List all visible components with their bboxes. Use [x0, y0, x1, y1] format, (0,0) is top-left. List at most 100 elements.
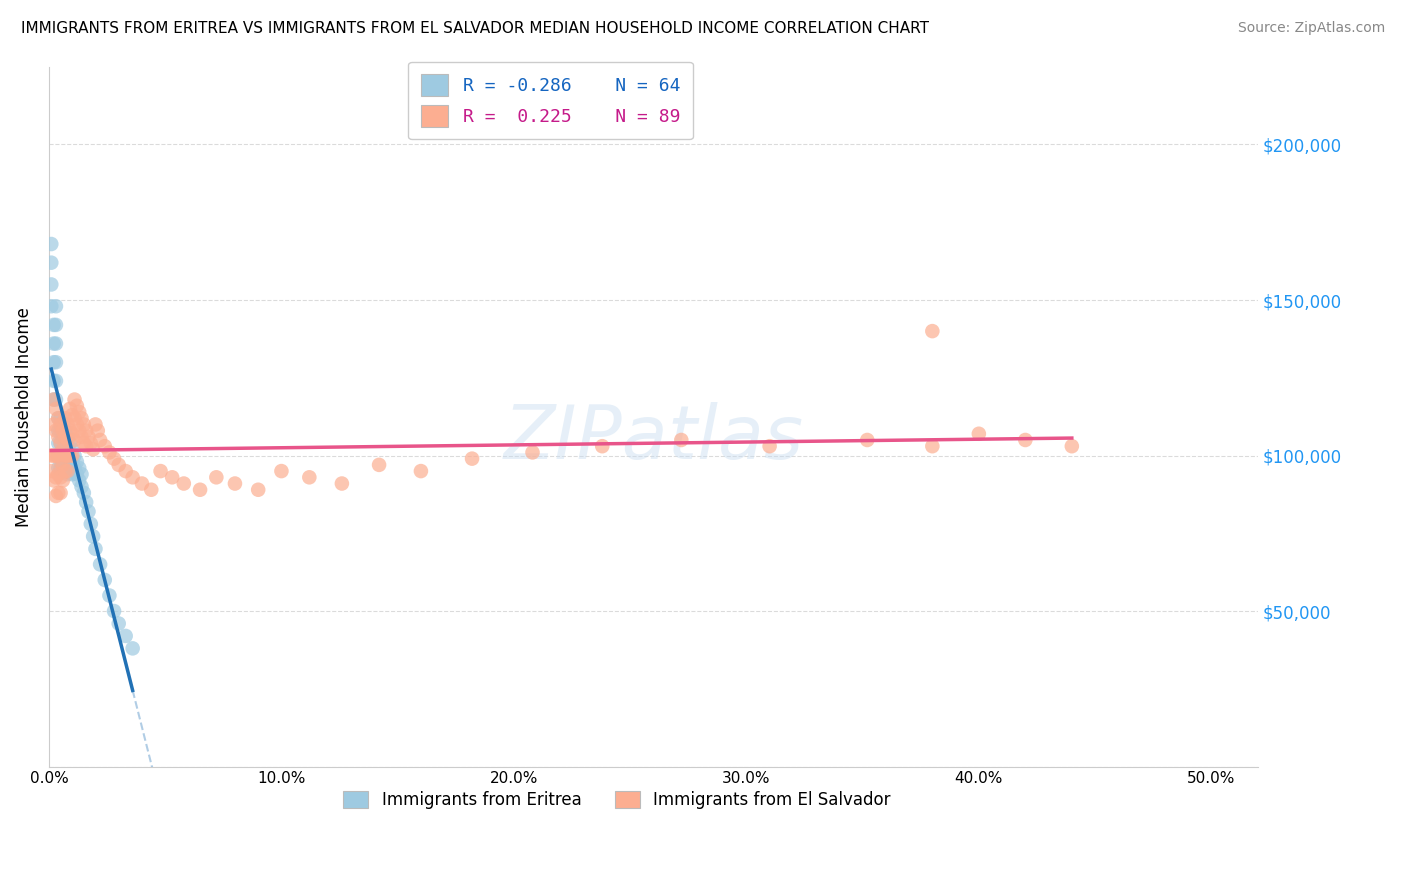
Point: [224, 476, 246, 491]
Point: [63, 392, 86, 407]
Point: [461, 451, 484, 466]
Point: [49, 449, 72, 463]
Point: [70, 467, 93, 482]
Point: [247, 483, 270, 497]
Point: [103, 451, 125, 466]
Point: [149, 464, 172, 478]
Point: [75, 495, 97, 509]
Text: Source: ZipAtlas.com: Source: ZipAtlas.com: [1237, 21, 1385, 35]
Point: [73, 436, 96, 450]
Point: [270, 464, 292, 478]
Point: [42, 392, 65, 407]
Point: [60, 467, 83, 482]
Point: [53, 430, 76, 444]
Point: [42, 336, 65, 351]
Point: [59, 449, 82, 463]
Point: [45, 470, 67, 484]
Point: [42, 474, 65, 488]
Point: [63, 449, 86, 463]
Point: [59, 449, 82, 463]
Point: [67, 424, 90, 438]
Point: [591, 439, 613, 453]
Point: [56, 433, 79, 447]
Y-axis label: Median Household Income: Median Household Income: [15, 307, 32, 526]
Point: [66, 417, 89, 432]
Point: [70, 480, 93, 494]
Point: [77, 504, 100, 518]
Point: [80, 516, 103, 531]
Legend: Immigrants from Eritrea, Immigrants from El Salvador: Immigrants from Eritrea, Immigrants from…: [337, 784, 897, 815]
Point: [53, 464, 76, 478]
Point: [67, 474, 90, 488]
Point: [45, 392, 67, 407]
Point: [52, 455, 75, 469]
Point: [59, 401, 82, 416]
Point: [114, 629, 136, 643]
Point: [53, 436, 76, 450]
Point: [160, 470, 183, 484]
Point: [82, 529, 104, 543]
Point: [46, 449, 69, 463]
Point: [75, 424, 97, 438]
Point: [56, 442, 79, 457]
Point: [45, 299, 67, 313]
Point: [67, 461, 90, 475]
Point: [46, 411, 69, 425]
Text: IMMIGRANTS FROM ERITREA VS IMMIGRANTS FROM EL SALVADOR MEDIAN HOUSEHOLD INCOME C: IMMIGRANTS FROM ERITREA VS IMMIGRANTS FR…: [21, 21, 929, 36]
Point: [188, 483, 211, 497]
Point: [921, 324, 943, 338]
Point: [49, 436, 72, 450]
Point: [60, 442, 83, 457]
Point: [59, 461, 82, 475]
Point: [39, 237, 62, 252]
Point: [66, 467, 89, 482]
Point: [59, 424, 82, 438]
Point: [98, 589, 121, 603]
Point: [77, 430, 100, 444]
Point: [49, 455, 72, 469]
Point: [52, 430, 75, 444]
Point: [1060, 439, 1083, 453]
Point: [522, 445, 544, 459]
Point: [66, 399, 89, 413]
Point: [46, 449, 69, 463]
Point: [52, 442, 75, 457]
Point: [46, 424, 69, 438]
Point: [94, 573, 117, 587]
Point: [121, 641, 143, 656]
Point: [52, 442, 75, 457]
Point: [60, 455, 83, 469]
Point: [63, 433, 86, 447]
Point: [45, 424, 67, 438]
Point: [45, 449, 67, 463]
Point: [53, 449, 76, 463]
Point: [49, 436, 72, 450]
Point: [66, 455, 89, 469]
Point: [39, 255, 62, 269]
Point: [45, 374, 67, 388]
Point: [60, 449, 83, 463]
Point: [671, 433, 693, 447]
Point: [103, 604, 125, 618]
Point: [52, 474, 75, 488]
Point: [49, 417, 72, 432]
Point: [45, 336, 67, 351]
Point: [94, 439, 117, 453]
Point: [39, 299, 62, 313]
Point: [56, 417, 79, 432]
Point: [82, 442, 104, 457]
Point: [80, 436, 103, 450]
Point: [45, 318, 67, 332]
Point: [73, 417, 96, 432]
Point: [45, 401, 67, 416]
Point: [70, 430, 93, 444]
Point: [205, 470, 228, 484]
Point: [56, 430, 79, 444]
Point: [107, 458, 129, 472]
Point: [56, 464, 79, 478]
Point: [49, 461, 72, 475]
Point: [89, 558, 111, 572]
Point: [60, 426, 83, 441]
Point: [107, 616, 129, 631]
Point: [84, 541, 107, 556]
